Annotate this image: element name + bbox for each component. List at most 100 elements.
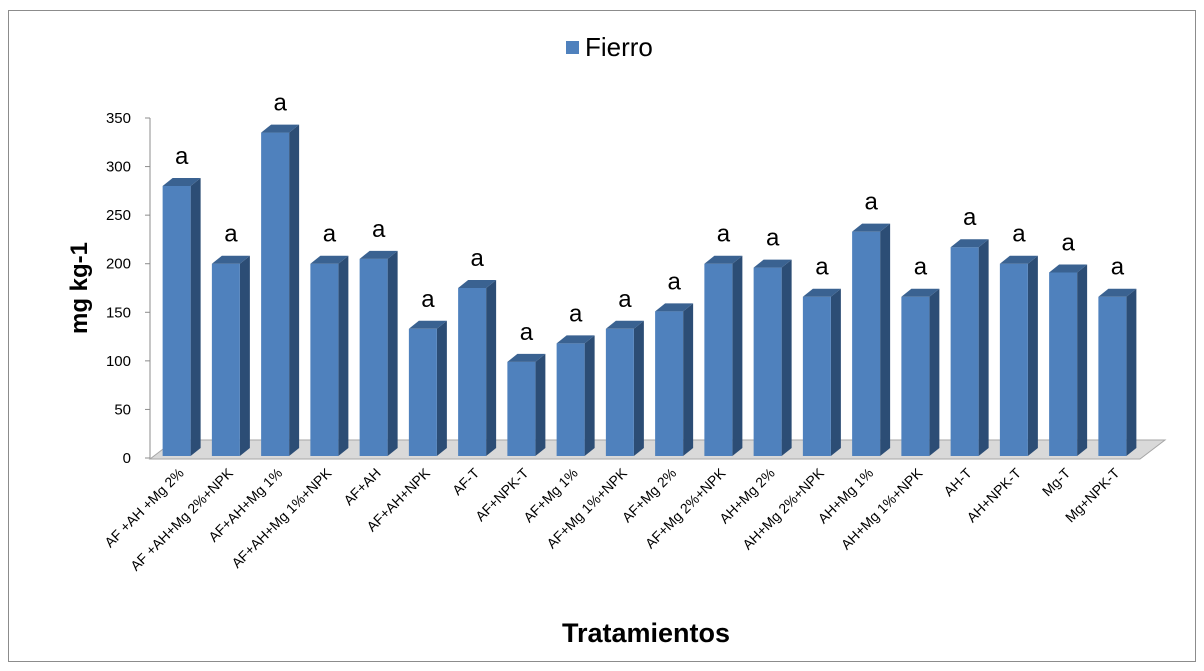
x-axis-title: Tratamientos — [562, 618, 730, 648]
bar-top — [507, 353, 546, 362]
bar — [261, 132, 290, 457]
bar-side — [338, 255, 349, 456]
data-label: a — [421, 286, 435, 313]
bar-side — [387, 250, 398, 456]
data-label: a — [224, 221, 238, 248]
bar-top — [408, 320, 447, 329]
bar — [999, 263, 1028, 456]
category-label: AF+AH — [340, 465, 383, 508]
category-label: AF-T — [449, 464, 483, 498]
bar-side — [1027, 255, 1038, 456]
bar-side — [486, 280, 497, 456]
data-label: a — [766, 225, 780, 252]
y-tick-label: 300 — [106, 159, 131, 176]
bar-top — [211, 255, 250, 264]
bar — [408, 328, 437, 456]
chart-area — [8, 10, 1196, 662]
y-tick-label: 50 — [114, 401, 131, 418]
bar — [753, 267, 782, 456]
bar — [1098, 296, 1127, 456]
bar-side — [239, 255, 250, 456]
y-tick-label: 100 — [106, 353, 131, 370]
y-tick-label: 150 — [106, 304, 131, 321]
bar-top — [1049, 264, 1088, 273]
data-label: a — [175, 143, 189, 170]
bar-top — [162, 178, 201, 186]
legend-label: Fierro — [585, 32, 653, 62]
bar-side — [830, 288, 841, 456]
category-label: Mg-T — [1039, 464, 1074, 499]
bar-side — [436, 320, 447, 456]
y-tick-label: 200 — [106, 256, 131, 273]
bar-side — [1077, 264, 1088, 456]
bar — [211, 263, 240, 456]
data-label: a — [1012, 221, 1026, 248]
bar-top — [999, 255, 1038, 264]
data-label: a — [618, 286, 632, 313]
bar-top — [1098, 288, 1137, 297]
bar-top — [310, 255, 349, 264]
bar — [852, 231, 881, 456]
data-label: a — [372, 216, 386, 243]
bar-top — [261, 124, 300, 133]
bar — [556, 343, 585, 456]
data-label: a — [273, 90, 287, 117]
bar-top — [605, 320, 644, 329]
bar-side — [633, 320, 644, 456]
data-label: a — [963, 204, 977, 231]
category-label: AH-T — [940, 464, 975, 499]
bar-side — [880, 223, 891, 456]
bar — [950, 247, 979, 456]
legend-swatch — [566, 41, 579, 54]
category-label: AH+NPK-T — [963, 464, 1024, 525]
bar-side — [978, 239, 989, 456]
bar — [605, 328, 634, 456]
data-label: a — [914, 254, 928, 281]
category-label: AF+AH+Mg 1%+NPK — [228, 464, 335, 571]
bar-top — [655, 303, 694, 312]
bar — [359, 258, 388, 456]
bar-side — [584, 335, 595, 456]
bar-top — [359, 250, 398, 259]
bar-side — [190, 178, 201, 456]
bar — [507, 361, 536, 456]
y-tick-label: 350 — [106, 110, 131, 127]
data-label: a — [864, 189, 878, 216]
bar — [1049, 272, 1078, 456]
data-label: a — [667, 268, 681, 295]
data-label: a — [323, 221, 337, 248]
bar — [655, 311, 684, 456]
bar-top — [852, 223, 891, 232]
bar — [458, 288, 487, 456]
bar — [310, 263, 339, 456]
bar-side — [535, 353, 546, 456]
data-label: a — [520, 319, 534, 346]
data-label: a — [1061, 229, 1075, 256]
data-label: a — [815, 254, 829, 281]
y-axis-title: mg kg-1 — [66, 242, 93, 334]
bar — [704, 263, 733, 456]
bar-top — [704, 255, 743, 264]
bar — [162, 186, 191, 456]
bar-side — [289, 124, 300, 457]
y-tick-label: 250 — [106, 207, 131, 224]
bar-top — [901, 288, 940, 297]
bar-top — [950, 239, 989, 248]
bar — [901, 296, 930, 456]
bar-side — [732, 255, 743, 456]
bar-side — [929, 288, 940, 456]
bar-side — [1126, 288, 1137, 456]
y-tick-label: 0 — [123, 450, 131, 467]
data-label: a — [717, 221, 731, 248]
bar-top — [556, 335, 595, 344]
category-label: Mg+NPK-T — [1062, 464, 1123, 525]
bar-top — [802, 288, 841, 297]
bar-top — [458, 280, 497, 288]
bar-side — [781, 259, 792, 456]
data-label: a — [569, 300, 583, 327]
bar-side — [683, 303, 694, 456]
bar — [802, 296, 831, 456]
data-label: a — [1111, 254, 1125, 281]
bar-top — [753, 259, 792, 268]
